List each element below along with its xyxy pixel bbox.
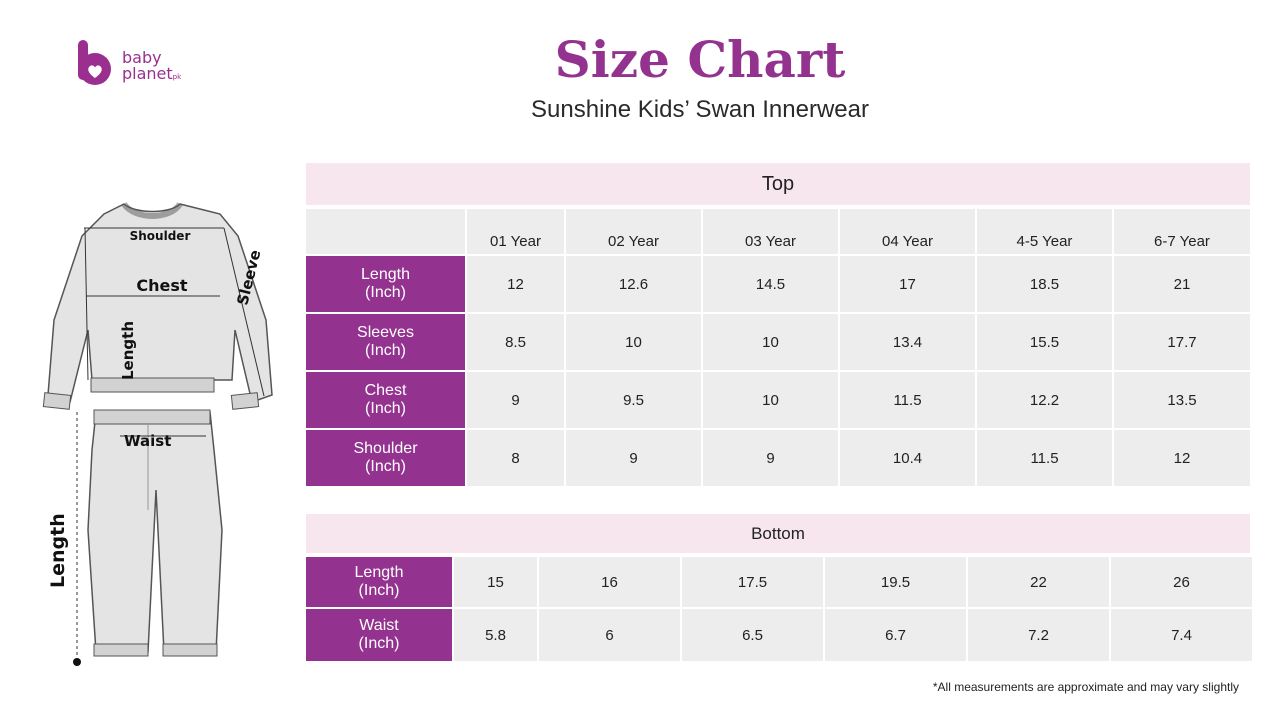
table-cell: 15 (454, 557, 537, 607)
top-col-header: 04 Year (840, 209, 975, 254)
row-label-name: Length (354, 564, 404, 581)
table-cell: 22 (968, 557, 1109, 607)
top-length-label: Length (119, 321, 137, 380)
table-cell: 9 (467, 372, 564, 428)
logo-mark-icon (78, 40, 111, 85)
brand-line2-wrap: planetpk (122, 66, 181, 85)
row-label-name: Waist (359, 617, 399, 634)
left-cuff (42, 392, 72, 410)
table-cell: 12 (1114, 430, 1250, 486)
table-cell: 13.5 (1114, 372, 1250, 428)
table-cell: 8 (467, 430, 564, 486)
table-cell: 8.5 (467, 314, 564, 370)
shoulder-label: Shoulder (130, 229, 191, 243)
row-label-waist: Waist (Inch) (306, 609, 452, 661)
row-label-unit: (Inch) (358, 635, 400, 652)
row-label-shoulder: Shoulder (Inch) (306, 430, 465, 486)
row-label-unit: (Inch) (365, 284, 406, 301)
table-cell: 11.5 (840, 372, 975, 428)
table-cell: 14.5 (703, 256, 838, 312)
row-label-unit: (Inch) (365, 342, 406, 359)
row-label-unit: (Inch) (358, 582, 400, 599)
top-section-heading: Top (306, 163, 1250, 205)
table-cell: 17.7 (1114, 314, 1250, 370)
top-table-corner (306, 209, 465, 254)
row-label-sleeves: Sleeves (Inch) (306, 314, 465, 370)
brand-line1: baby (122, 48, 162, 67)
table-cell: 10 (703, 372, 838, 428)
table-cell: 9 (703, 430, 838, 486)
sleeve-line (223, 227, 265, 397)
right-cuff (230, 392, 260, 410)
bottom-length-label: Length (47, 513, 69, 588)
top-col-header: 02 Year (566, 209, 701, 254)
table-cell: 10 (703, 314, 838, 370)
table-cell: 16 (539, 557, 680, 607)
bottom-section-heading: Bottom (306, 514, 1250, 553)
row-label-unit: (Inch) (365, 400, 406, 417)
brand-suffix: pk (172, 73, 182, 81)
table-cell: 13.4 (840, 314, 975, 370)
row-label-name: Shoulder (353, 440, 418, 457)
brand-line2: planet (122, 64, 173, 83)
table-cell: 6 (539, 609, 680, 661)
waist-label: Waist (124, 432, 171, 450)
table-cell: 19.5 (825, 557, 966, 607)
row-label-name: Chest (364, 382, 407, 399)
row-label-length: Length (Inch) (306, 557, 452, 607)
hem-band (90, 377, 215, 393)
table-cell: 21 (1114, 256, 1250, 312)
trousers-shape (87, 411, 223, 653)
table-cell: 26 (1111, 557, 1252, 607)
table-cell: 6.5 (682, 609, 823, 661)
table-cell: 7.2 (968, 609, 1109, 661)
page-subtitle: Sunshine Kids’ Swan Innerwear (531, 96, 869, 123)
top-col-header: 4-5 Year (977, 209, 1112, 254)
top-length-line (84, 227, 89, 381)
table-cell: 17.5 (682, 557, 823, 607)
right-ankle-cuff (162, 643, 218, 657)
table-cell: 9.5 (566, 372, 701, 428)
table-cell: 17 (840, 256, 975, 312)
table-cell: 6.7 (825, 609, 966, 661)
table-cell: 10 (566, 314, 701, 370)
page-title: Size Chart (554, 30, 846, 89)
measurement-footnote: *All measurements are approximate and ma… (932, 680, 1239, 694)
table-cell: 15.5 (977, 314, 1112, 370)
table-cell: 9 (566, 430, 701, 486)
garment-illustration: Shoulder Chest Sleeve Length Waist Lengt… (42, 201, 273, 666)
table-cell: 12.6 (566, 256, 701, 312)
left-ankle-cuff (93, 643, 149, 657)
table-cell: 11.5 (977, 430, 1112, 486)
collar-rib (121, 201, 183, 219)
top-col-header: 6-7 Year (1114, 209, 1250, 254)
brand-logo: baby planetpk (76, 38, 206, 90)
table-cell: 12 (467, 256, 564, 312)
table-cell: 18.5 (977, 256, 1112, 312)
top-col-header: 01 Year (467, 209, 564, 254)
row-label-chest: Chest (Inch) (306, 372, 465, 428)
top-size-table: 01 Year 02 Year 03 Year 04 Year 4-5 Year… (306, 209, 1250, 486)
row-label-name: Length (361, 266, 410, 283)
brand-name: baby planetpk (122, 50, 181, 85)
table-cell: 5.8 (454, 609, 537, 661)
row-label-name: Sleeves (357, 324, 414, 341)
top-col-header: 03 Year (703, 209, 838, 254)
row-label-length: Length (Inch) (306, 256, 465, 312)
waistband (93, 409, 211, 425)
bottom-length-endpoint (73, 658, 81, 666)
table-cell: 10.4 (840, 430, 975, 486)
bottom-size-table: Length (Inch) 15 16 17.5 19.5 22 26 Waist… (306, 557, 1252, 661)
table-cell: 12.2 (977, 372, 1112, 428)
row-label-unit: (Inch) (365, 458, 406, 475)
chest-label: Chest (136, 276, 188, 295)
table-cell: 7.4 (1111, 609, 1252, 661)
